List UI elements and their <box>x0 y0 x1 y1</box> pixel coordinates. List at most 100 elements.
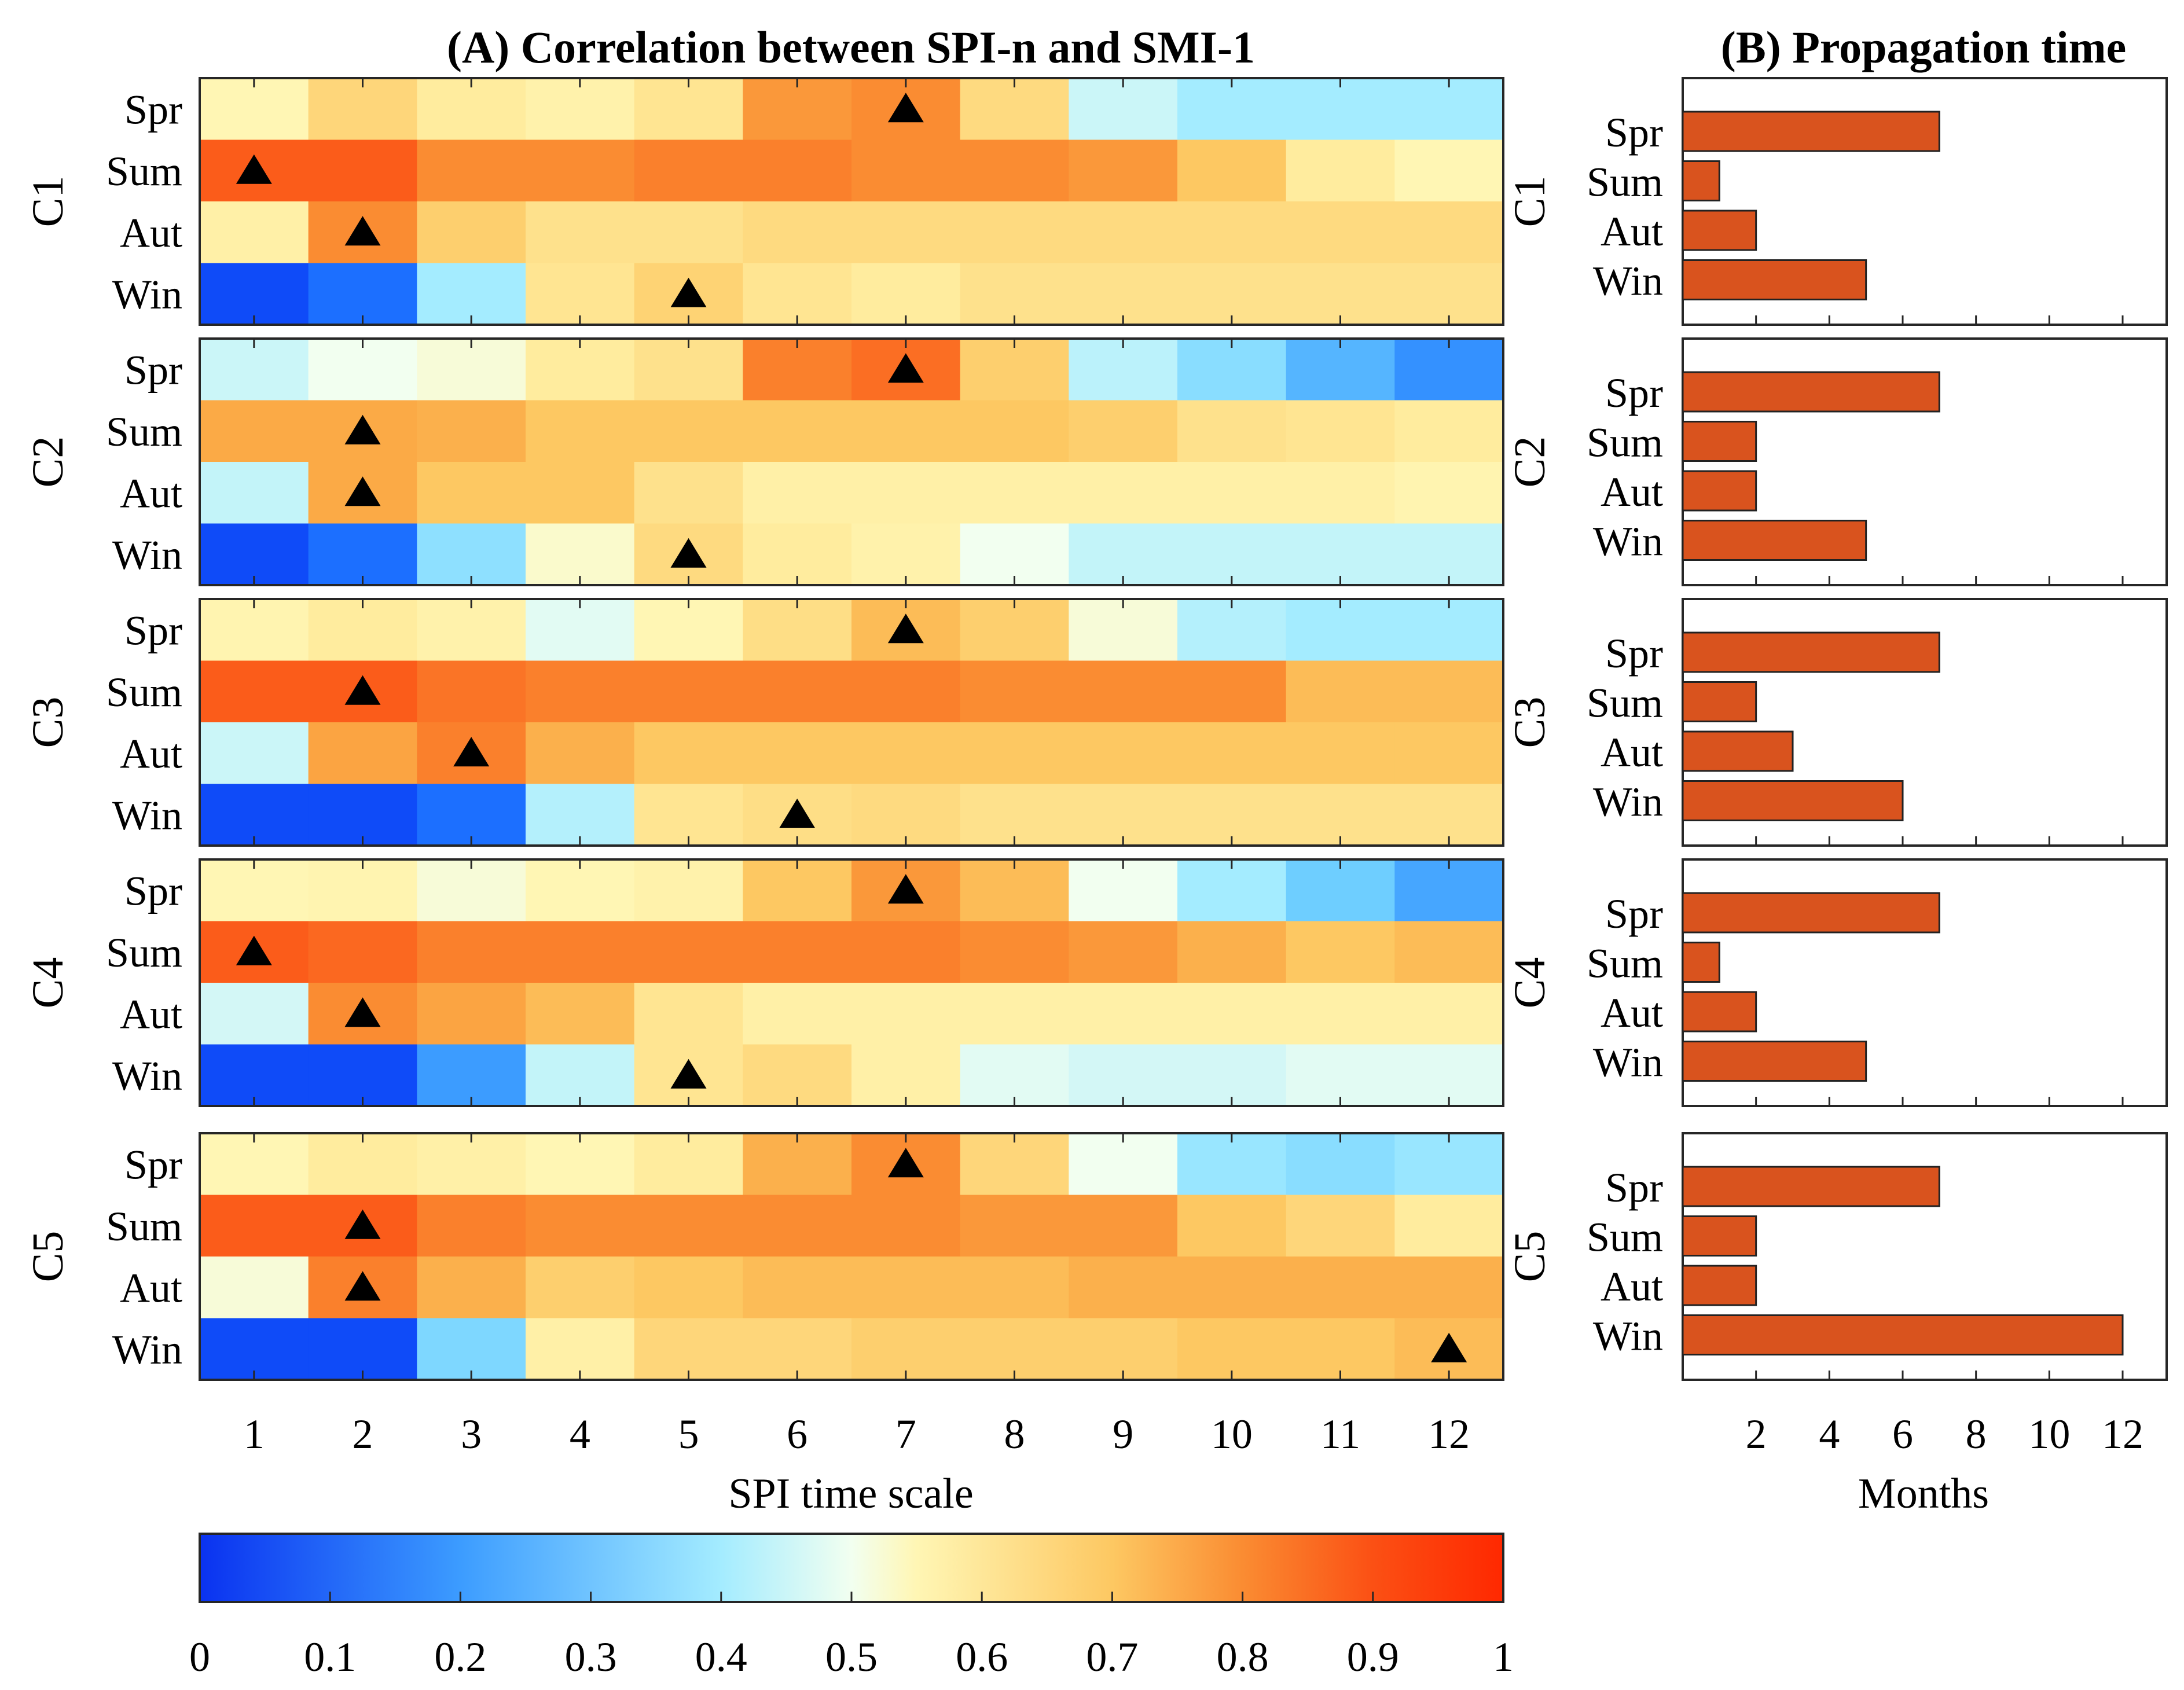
heatmap-cell <box>1394 339 1504 401</box>
heatmap-cell <box>1069 462 1178 524</box>
heatmap-cell <box>960 784 1069 846</box>
heatmap-cell <box>200 1133 309 1196</box>
heatmap-cell <box>851 921 961 983</box>
heatmap-cell <box>851 400 961 462</box>
bar-category-label: Aut <box>1601 990 1663 1036</box>
heatmap-panel-c4: Spr Sum Aut Win C4 <box>24 858 1504 1107</box>
heatmap-cell <box>634 201 743 264</box>
heatmap-cell <box>526 599 635 662</box>
heatmap-cell <box>1286 1133 1395 1196</box>
heatmap-cell <box>200 263 309 325</box>
row-label: Sum <box>106 669 182 715</box>
heatmap-cell <box>634 660 743 723</box>
heatmap-cell <box>526 263 635 325</box>
heatmap-cell <box>1286 1257 1395 1319</box>
cluster-label-a: C2 <box>24 436 72 488</box>
heatmap-cell <box>1286 784 1395 846</box>
cluster-label-a: C4 <box>24 957 72 1009</box>
heatmap-cell <box>1177 339 1287 401</box>
x-tick-label: 4 <box>570 1411 590 1457</box>
heatmap-cell <box>526 921 635 983</box>
row-label: Spr <box>124 86 182 133</box>
row-label: Spr <box>124 868 182 914</box>
heatmap-cell <box>417 1133 526 1196</box>
heatmap-cell <box>743 722 852 785</box>
heatmap-panel-c2: Spr Sum Aut Win C2 <box>24 337 1504 586</box>
propagation-bar <box>1682 210 1757 251</box>
row-label: Sum <box>106 409 182 455</box>
heatmap-cell <box>1286 1044 1395 1107</box>
heatmap-cell <box>1286 859 1395 922</box>
bar-category-label: Spr <box>1605 891 1663 937</box>
heatmap-cell <box>634 1257 743 1319</box>
colorbar: 0 0.1 0.2 0.3 0.4 0.5 0.6 0.7 0.8 0.9 1 <box>189 1533 1514 1680</box>
heatmap-cell <box>526 784 635 846</box>
colorbar-tick-label: 0.2 <box>434 1634 486 1680</box>
heatmap-frame <box>199 77 1504 326</box>
heatmap-cell <box>960 523 1069 586</box>
max-correlation-marker <box>344 997 381 1027</box>
heatmap-cell <box>634 1133 743 1196</box>
propagation-bar <box>1682 942 1720 983</box>
heatmap-cell <box>417 400 526 462</box>
propagation-bar <box>1682 259 1867 300</box>
heatmap-cell <box>1177 201 1287 264</box>
bar-category-label: Aut <box>1601 729 1663 776</box>
cluster-label-b: C5 <box>1506 1231 1554 1283</box>
heatmap-cell <box>1069 523 1178 586</box>
heatmap-cell <box>851 983 961 1045</box>
max-correlation-marker <box>453 737 490 767</box>
colorbar-tick-label: 1 <box>1493 1634 1514 1680</box>
heatmap-cell <box>200 1195 309 1257</box>
max-correlation-marker <box>1431 1332 1467 1362</box>
heatmap-cell <box>526 859 635 922</box>
x-tick-label: 7 <box>895 1411 916 1457</box>
heatmap-cell <box>417 1195 526 1257</box>
heatmap-cell <box>1177 722 1287 785</box>
heatmap-cell <box>1394 983 1504 1045</box>
heatmap-cell <box>960 139 1069 202</box>
heatmap-cell <box>1394 263 1504 325</box>
heatmap-cell <box>1177 462 1287 524</box>
row-label: Aut <box>120 730 182 777</box>
heatmap-cell <box>526 722 635 785</box>
heatmap-cell <box>851 201 961 264</box>
x-tick-label: 12 <box>1428 1411 1470 1457</box>
heatmap-cell <box>200 1318 309 1380</box>
heatmap-cell <box>526 660 635 723</box>
colorbar-tick-label: 0.9 <box>1347 1634 1399 1680</box>
heatmap-cell <box>526 983 635 1045</box>
bar-category-label: Win <box>1593 258 1663 304</box>
heatmap-cell <box>743 139 852 202</box>
heatmap-cell <box>1069 1257 1178 1319</box>
heatmap-cell <box>1177 784 1287 846</box>
bar-x-tick-label: 6 <box>1892 1411 1913 1457</box>
heatmap-cell <box>1069 983 1178 1045</box>
heatmap-cell <box>1069 660 1178 723</box>
x-tick-label: 9 <box>1113 1411 1133 1457</box>
propagation-bar <box>1682 1215 1757 1257</box>
cluster-label-a: C5 <box>24 1231 72 1283</box>
max-correlation-marker <box>670 538 707 568</box>
propagation-bar <box>1682 1314 2124 1355</box>
heatmap-cell <box>743 1318 852 1380</box>
propagation-bar <box>1682 520 1867 561</box>
heatmap-cell <box>1177 400 1287 462</box>
heatmap-cell <box>743 339 852 401</box>
heatmap-cell <box>417 263 526 325</box>
heatmap-cell <box>634 1195 743 1257</box>
heatmap-cell <box>851 263 961 325</box>
max-correlation-marker <box>236 935 272 965</box>
heatmap-cell <box>634 462 743 524</box>
max-correlation-marker <box>887 353 924 383</box>
row-label: Aut <box>120 1265 182 1311</box>
max-correlation-marker <box>344 675 381 705</box>
bar-category-label: Sum <box>1587 940 1663 987</box>
heatmap-cell <box>526 1044 635 1107</box>
heatmap-cell <box>634 78 743 141</box>
propagation-bar <box>1682 111 1940 152</box>
heatmap-panel-c5: Spr Sum Aut Win C5 <box>24 1132 1504 1381</box>
heatmap-cell <box>743 263 852 325</box>
heatmap-cell <box>743 983 852 1045</box>
